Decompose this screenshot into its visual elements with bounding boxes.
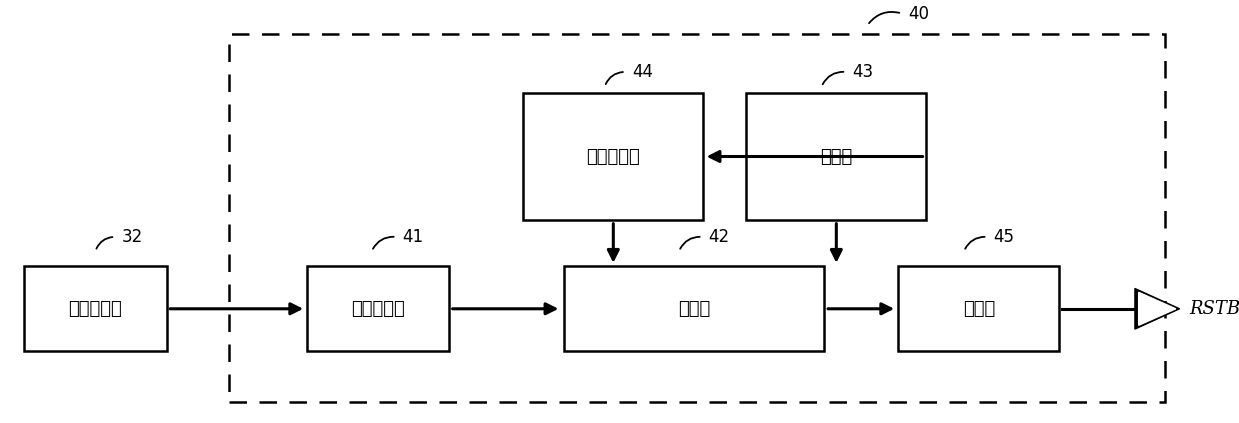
Text: 42: 42 (709, 228, 730, 246)
Text: 时钟发生器: 时钟发生器 (586, 148, 641, 165)
Polygon shape (1139, 292, 1176, 325)
Text: 41: 41 (403, 228, 424, 246)
Text: 43: 43 (852, 63, 873, 81)
Text: 计数器: 计数器 (678, 300, 710, 318)
Bar (746, 93, 927, 220)
Text: 45: 45 (994, 228, 1015, 246)
Bar (898, 266, 1059, 351)
Bar (564, 266, 824, 351)
Text: 寄存器: 寄存器 (820, 148, 852, 165)
Text: 第六反相器: 第六反相器 (351, 300, 405, 318)
Bar (523, 93, 703, 220)
Polygon shape (1135, 288, 1180, 329)
Text: 第五反相器: 第五反相器 (68, 300, 123, 318)
Bar (24, 266, 166, 351)
Text: 32: 32 (121, 228, 142, 246)
Text: 44: 44 (632, 63, 653, 81)
Bar (306, 266, 449, 351)
Text: RSTB: RSTB (1189, 300, 1239, 318)
Bar (229, 34, 1165, 402)
Text: 40: 40 (908, 5, 929, 22)
Text: 触发器: 触发器 (963, 300, 995, 318)
